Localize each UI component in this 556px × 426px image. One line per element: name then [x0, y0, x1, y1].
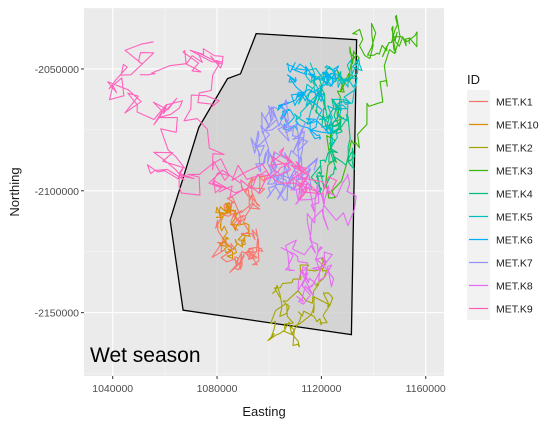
tracks-layer: [107, 14, 418, 348]
y-tick-label: -2100000: [35, 186, 80, 198]
track-met-k10: [215, 202, 251, 260]
y-tick-label: -2050000: [35, 64, 80, 76]
legend-label: MET.K9: [496, 304, 533, 316]
legend-label: MET.K8: [496, 281, 533, 293]
legend-label: MET.K3: [496, 166, 533, 178]
legend-label: MET.K4: [496, 189, 533, 201]
legend-title: ID: [467, 72, 480, 87]
legend-label: MET.K7: [496, 258, 533, 270]
x-tick-label: 1120000: [301, 383, 341, 395]
track-met-k1: [211, 174, 266, 273]
y-axis-title: Northing: [7, 167, 22, 216]
track-met-k5: [294, 58, 363, 147]
x-axis-ticks: 1040000 1080000 1120000 1160000: [92, 376, 446, 395]
track-met-k7: [250, 99, 319, 201]
track-met-k6: [276, 62, 340, 140]
legend-label: MET.K1: [496, 97, 533, 109]
x-tick-label: 1080000: [197, 383, 238, 395]
legend-items: MET.K1 MET.K10 MET.K2 MET.K3 MET.K4 MET.K5 MET…: [467, 90, 539, 320]
legend-label: MET.K10: [496, 120, 539, 132]
legend-label: MET.K2: [496, 143, 533, 155]
legend: ID MET.K1 MET.K10 MET.K2 MET.K3 MET.K4 MET.K5…: [467, 72, 539, 320]
x-tick-label: 1040000: [92, 383, 133, 395]
legend-label: MET.K6: [496, 235, 533, 247]
x-axis-title: Easting: [242, 404, 285, 419]
chart-annotation: Wet season: [90, 344, 201, 367]
legend-label: MET.K5: [496, 212, 533, 224]
y-tick-label: -2150000: [35, 308, 80, 320]
track-met-k9: [107, 41, 338, 201]
track-met-k3: [325, 14, 418, 199]
x-tick-label: 1160000: [406, 383, 446, 395]
y-axis-ticks: -2050000 -2100000 -2150000: [35, 64, 84, 320]
track-met-k8: [280, 170, 357, 305]
